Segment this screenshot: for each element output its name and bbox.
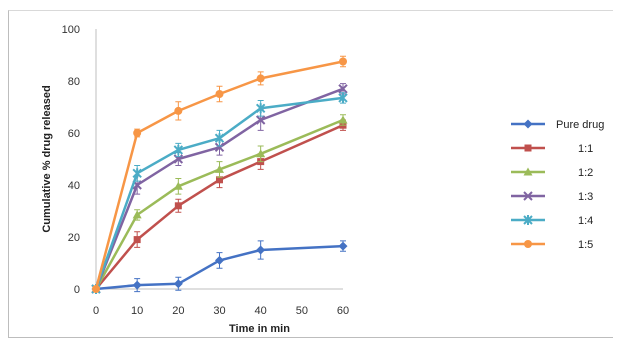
y-tick-label: 100 [62, 24, 80, 36]
x-tick-label: 40 [255, 305, 267, 317]
legend-label: 1:5 [578, 239, 593, 251]
legend-label: Pure drug [556, 119, 604, 131]
data-point [215, 90, 224, 98]
data-point [255, 103, 266, 114]
legend-item: 1:4 [511, 215, 593, 227]
data-point [255, 115, 266, 125]
data-point [132, 168, 142, 179]
legend-item: 1:1 [511, 143, 593, 155]
y-tick-label: 0 [74, 284, 80, 296]
data-point [338, 241, 348, 251]
data-point [256, 245, 266, 255]
x-tick-label: 0 [93, 305, 99, 317]
legend-item: Pure drug [511, 119, 604, 131]
x-tick-labels: 0 10 20 30 40 50 60 [93, 305, 349, 317]
data-point [215, 164, 224, 173]
data-point [132, 280, 142, 290]
series-4 [91, 92, 348, 294]
y-tick-label: 20 [68, 232, 80, 244]
data-point [133, 236, 141, 244]
legend-marker [523, 119, 533, 129]
legend-label: 1:2 [578, 167, 593, 179]
legend-item: 1:3 [511, 191, 593, 203]
legend-marker [524, 240, 532, 248]
legend-marker [524, 144, 532, 152]
data-point [174, 106, 183, 115]
legend-marker [523, 191, 533, 201]
series-line [94, 60, 344, 290]
x-tick-label: 50 [296, 305, 308, 317]
data-point [173, 144, 184, 155]
legend-marker [523, 167, 533, 176]
x-tick-label: 30 [213, 305, 225, 317]
y-axis-label: Cumulative % drug released [41, 85, 53, 232]
data-point [214, 133, 225, 144]
data-point [173, 279, 183, 289]
y-tick-label: 60 [68, 128, 80, 140]
x-tick-label: 10 [131, 305, 143, 317]
data-point [339, 57, 347, 66]
data-point [338, 92, 348, 103]
y-tick-label: 40 [68, 180, 80, 192]
data-point [133, 129, 142, 137]
y-tick-label: 80 [68, 76, 80, 88]
data-point [132, 210, 142, 219]
data-point [174, 202, 182, 210]
data-point [256, 74, 265, 83]
data-point [256, 149, 266, 158]
y-tick-labels: 0 20 40 60 80 100 [62, 24, 80, 296]
x-tick-label: 20 [172, 305, 184, 317]
legend-label: 1:1 [578, 143, 593, 155]
series-5 [92, 55, 347, 293]
series-line [94, 87, 344, 290]
legend: Pure drug 1:1 1:2 1:3 1:4 1:5 [511, 119, 604, 251]
data-point [338, 115, 348, 124]
legend-label: 1:3 [578, 191, 593, 203]
series-line [94, 96, 344, 290]
legend-item: 1:2 [511, 167, 593, 179]
series-line [94, 118, 344, 290]
chart-frame [8, 10, 613, 338]
data-point [338, 84, 348, 94]
data-point [216, 176, 223, 184]
data-point [173, 181, 183, 190]
plot-series [91, 55, 348, 294]
series-line [95, 124, 344, 290]
legend-item: 1:5 [511, 239, 593, 251]
x-axis-label: Time in min [229, 323, 290, 335]
data-point [215, 255, 224, 265]
data-point [214, 142, 225, 153]
series-line [95, 244, 344, 291]
series-0 [91, 240, 348, 294]
x-tick-label: 60 [337, 305, 349, 317]
legend-marker [523, 215, 533, 225]
data-point [92, 285, 100, 293]
legend-label: 1:4 [578, 215, 593, 227]
